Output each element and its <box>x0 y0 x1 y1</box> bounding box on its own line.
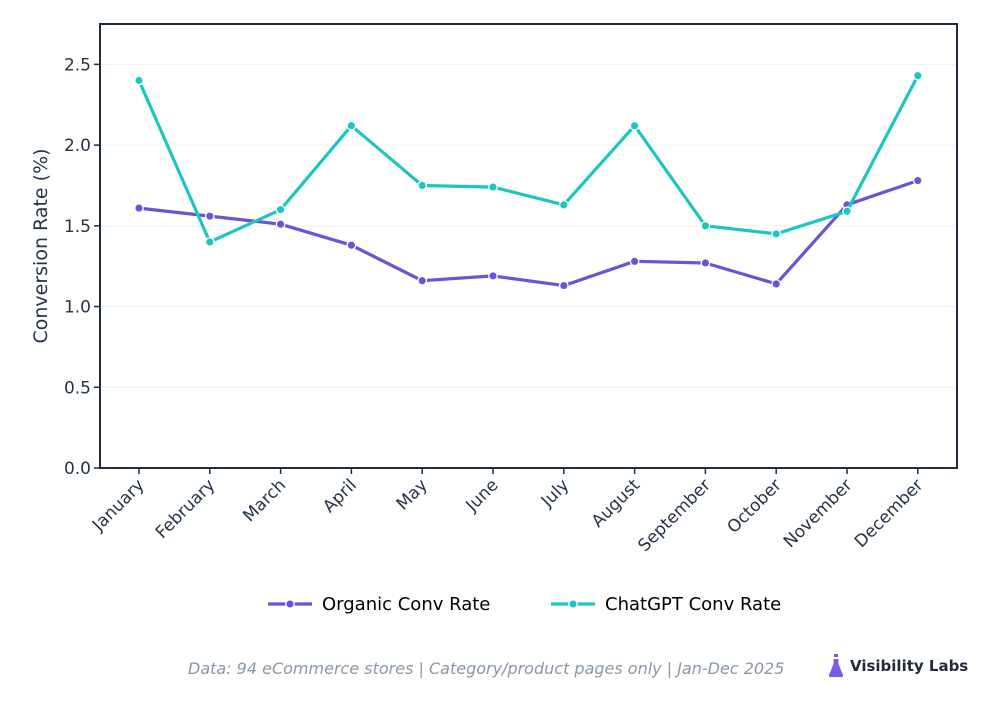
y-tick-label: 0.5 <box>64 378 91 398</box>
x-tick-label: November <box>780 475 857 552</box>
x-axis: January February March April May June July Augu… <box>88 468 927 556</box>
legend-swatch-marker <box>285 599 295 609</box>
series-line <box>137 179 920 288</box>
data-point <box>488 182 498 192</box>
x-tick-label: July <box>537 475 573 511</box>
data-point <box>134 75 144 86</box>
series-0 <box>134 175 923 291</box>
data-point <box>275 204 286 215</box>
data-point <box>346 120 357 131</box>
legend-item: Organic Conv Rate <box>268 594 490 615</box>
y-tick-label: 1.5 <box>64 217 91 237</box>
data-point <box>275 219 286 230</box>
y-tick-label: 1.0 <box>64 298 91 318</box>
x-tick-label: March <box>239 475 290 526</box>
x-tick-label: May <box>393 475 432 514</box>
y-axis: 0.0 0.5 1.0 1.5 2.0 2.5 <box>64 55 100 479</box>
legend-label: Organic Conv Rate <box>322 594 490 615</box>
y-tick-label: 2.0 <box>64 136 91 156</box>
x-tick-label: April <box>319 475 361 517</box>
data-point <box>204 237 215 247</box>
data-point <box>558 280 569 291</box>
flask-icon <box>828 654 844 677</box>
source-note: Data: 94 eCommerce stores | Category/pro… <box>188 659 785 678</box>
legend: Organic Conv Rate ChatGPT Conv Rate <box>268 594 781 615</box>
y-axis-title: Conversion Rate (%) <box>30 148 52 343</box>
data-point <box>204 211 215 221</box>
x-tick-label: February <box>152 475 219 542</box>
data-point <box>842 206 852 217</box>
data-point <box>771 279 782 289</box>
series-1 <box>134 70 923 247</box>
data-point <box>134 203 144 213</box>
grid-lines <box>100 63 957 469</box>
data-point <box>558 199 569 210</box>
data-point <box>417 275 428 286</box>
plot-frame <box>99 23 958 469</box>
x-tick-label: September <box>634 475 715 556</box>
x-tick-label: December <box>851 475 927 551</box>
x-tick-label: January <box>88 475 148 535</box>
x-tick-label: August <box>588 475 644 531</box>
data-point <box>629 256 640 267</box>
series-layer <box>134 70 923 291</box>
data-point <box>771 229 782 239</box>
brand-name: Visibility Labs <box>850 657 969 675</box>
data-point <box>629 120 640 131</box>
brand-logo: Visibility Labs <box>828 654 968 678</box>
conversion-rate-chart: 0.0 0.5 1.0 1.5 2.0 2.5 January February March A… <box>30 23 958 615</box>
y-tick-label: 0.0 <box>64 459 91 479</box>
data-point <box>700 258 711 268</box>
legend-swatch-marker <box>568 599 578 609</box>
y-tick-label: 2.5 <box>64 55 91 75</box>
data-point <box>912 70 923 81</box>
x-tick-label: June <box>462 475 503 516</box>
data-point <box>346 240 357 251</box>
data-point <box>417 180 428 191</box>
legend-item: ChatGPT Conv Rate <box>551 594 781 615</box>
series-line <box>137 74 920 244</box>
data-point <box>912 175 923 186</box>
legend-label: ChatGPT Conv Rate <box>605 594 781 615</box>
data-point <box>488 271 498 281</box>
x-tick-label: October <box>723 475 785 537</box>
data-point <box>700 220 711 231</box>
